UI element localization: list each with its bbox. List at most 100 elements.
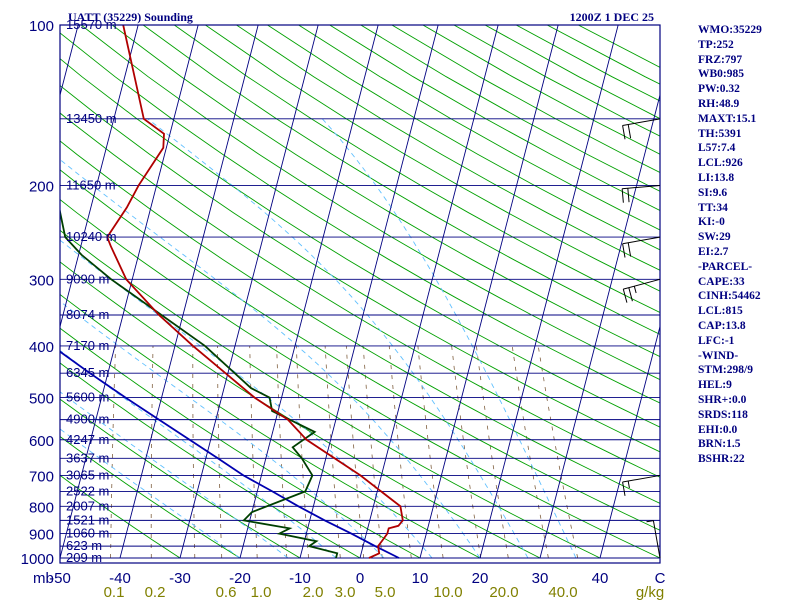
- height-label: 1060 m: [66, 526, 109, 541]
- height-label: 2007 m: [66, 498, 109, 513]
- wind-barb: [622, 278, 661, 303]
- index-item: HEL:9: [698, 379, 732, 392]
- mixing-ratio-line: [150, 345, 154, 558]
- temperature-tick-label: -20: [229, 570, 251, 587]
- moist-adiabat: [322, 118, 577, 559]
- index-item: LCL:815: [698, 305, 743, 318]
- moist-adiabat: [60, 391, 289, 559]
- height-label: 4900 m: [66, 412, 109, 427]
- dry-adiabat: [60, 362, 361, 559]
- moist-adiabat: [60, 349, 337, 559]
- isotherm: [299, 25, 439, 559]
- wind-barb-flag: [627, 188, 630, 203]
- mixing-ratio-line: [345, 345, 365, 559]
- pressure-tick-label: 100: [29, 18, 54, 35]
- mixing-ratio-line: [388, 345, 412, 559]
- wind-barb-flag: [627, 242, 632, 257]
- pressure-tick-label: 1000: [21, 551, 54, 568]
- index-item: FRZ:797: [698, 53, 743, 66]
- index-item: SHR+:0.0: [698, 393, 747, 406]
- mixing-ratio-line: [110, 345, 116, 559]
- wind-barb-flag: [622, 289, 628, 303]
- temperature-tick-label: -50: [49, 570, 71, 587]
- index-item: LCL:926: [698, 157, 743, 170]
- wind-barb: [646, 520, 661, 559]
- temperature-tick-label: 20: [472, 570, 489, 587]
- height-label: 11650 m: [66, 177, 116, 192]
- moist-adiabat: [60, 239, 433, 559]
- moist-adiabat: [60, 428, 241, 559]
- pressure-tick-label: 800: [29, 499, 54, 516]
- valid-time: 1200Z 1 DEC 25: [570, 10, 654, 24]
- isotherm: [60, 25, 139, 329]
- index-item: TT:34: [698, 201, 728, 214]
- mixing-ratio-line: [217, 345, 223, 559]
- wind-barb-flag: [633, 286, 637, 294]
- isotherm: [359, 25, 499, 559]
- index-item: TP:252: [698, 38, 734, 51]
- height-label: 623 m: [66, 538, 102, 553]
- mixing-ratio-label: 1.0: [251, 584, 272, 600]
- mixing-ratio-label: 20.0: [489, 584, 518, 600]
- mixing-ratio-label: 5.0: [375, 584, 396, 600]
- temperature-trace: [106, 25, 404, 559]
- mixing-ratio-label: 0.6: [216, 584, 237, 600]
- height-label: 9090 m: [66, 271, 109, 286]
- moist-adiabat: [60, 158, 481, 559]
- index-item: TH:5391: [698, 127, 742, 140]
- height-label: 2522 m: [66, 483, 109, 498]
- wind-barb-flag: [621, 188, 624, 203]
- index-item: CAPE:33: [698, 275, 745, 288]
- dewpoint-trace: [60, 207, 339, 559]
- station-title: UATT (35229) Sounding: [68, 10, 193, 24]
- index-item: -WIND-: [698, 349, 739, 362]
- index-item: WMO:35229: [698, 24, 762, 36]
- height-label: 5600 m: [66, 390, 109, 405]
- index-item: SRDS:118: [698, 408, 748, 421]
- index-item: CINH:54462: [698, 290, 761, 303]
- index-item: LI:13.8: [698, 171, 735, 184]
- height-label: 3065 m: [66, 467, 109, 482]
- index-item: MAXT:15.1: [698, 112, 757, 125]
- height-label: 7170 m: [66, 338, 109, 353]
- isotherm: [539, 93, 660, 559]
- pressure-tick-label: 600: [29, 433, 54, 450]
- mixing-ratio-line: [417, 345, 444, 559]
- stability-indices-panel: WMO:35229 TP:252 FRZ:797 WB0:985 PW:0.32 RH:4…: [698, 23, 762, 467]
- pressure-tick-label: 300: [29, 272, 54, 289]
- plot-frame: [59, 24, 661, 564]
- temperature-tick-label: 30: [532, 570, 549, 587]
- height-label: 8074 m: [66, 307, 109, 322]
- wind-barb-shaft: [622, 236, 661, 245]
- wind-barb: [621, 184, 661, 203]
- height-label: 10240 m: [66, 229, 117, 244]
- wind-barb-flag: [622, 243, 626, 258]
- mixing-ratio-line: [249, 345, 258, 559]
- pressure-unit-label: mb: [33, 570, 54, 587]
- chart-profiles: [60, 25, 404, 559]
- temperature-tick-label: 40: [592, 570, 609, 587]
- isotherm: [419, 25, 559, 559]
- wind-barb-shaft: [623, 278, 661, 290]
- pressure-tick-label: 900: [29, 527, 54, 544]
- mixing-ratio-label: 3.0: [335, 584, 356, 600]
- mixing-ratio-line: [476, 345, 509, 559]
- index-item: L57:7.4: [698, 142, 736, 155]
- pressure-tick-label: 200: [29, 178, 54, 195]
- isotherm: [239, 25, 379, 559]
- index-item: BRN:1.5: [698, 438, 741, 451]
- moist-adiabat: [147, 118, 529, 559]
- temperature-tick-label: -40: [109, 570, 131, 587]
- height-label: 209 m: [66, 550, 102, 565]
- height-label: 15570 m: [66, 17, 117, 32]
- index-item: RH:48.9: [698, 97, 740, 110]
- index-item: PW:0.32: [698, 83, 740, 96]
- wind-barb-flag: [627, 480, 630, 489]
- index-item: SI:9.6: [698, 186, 728, 199]
- index-item: SW:29: [698, 231, 731, 244]
- mixing-ratio-label: 0.1: [104, 584, 125, 600]
- wind-barb-flag: [628, 287, 633, 302]
- height-label: 3637 m: [66, 450, 109, 465]
- wind-barb-shaft: [622, 184, 661, 190]
